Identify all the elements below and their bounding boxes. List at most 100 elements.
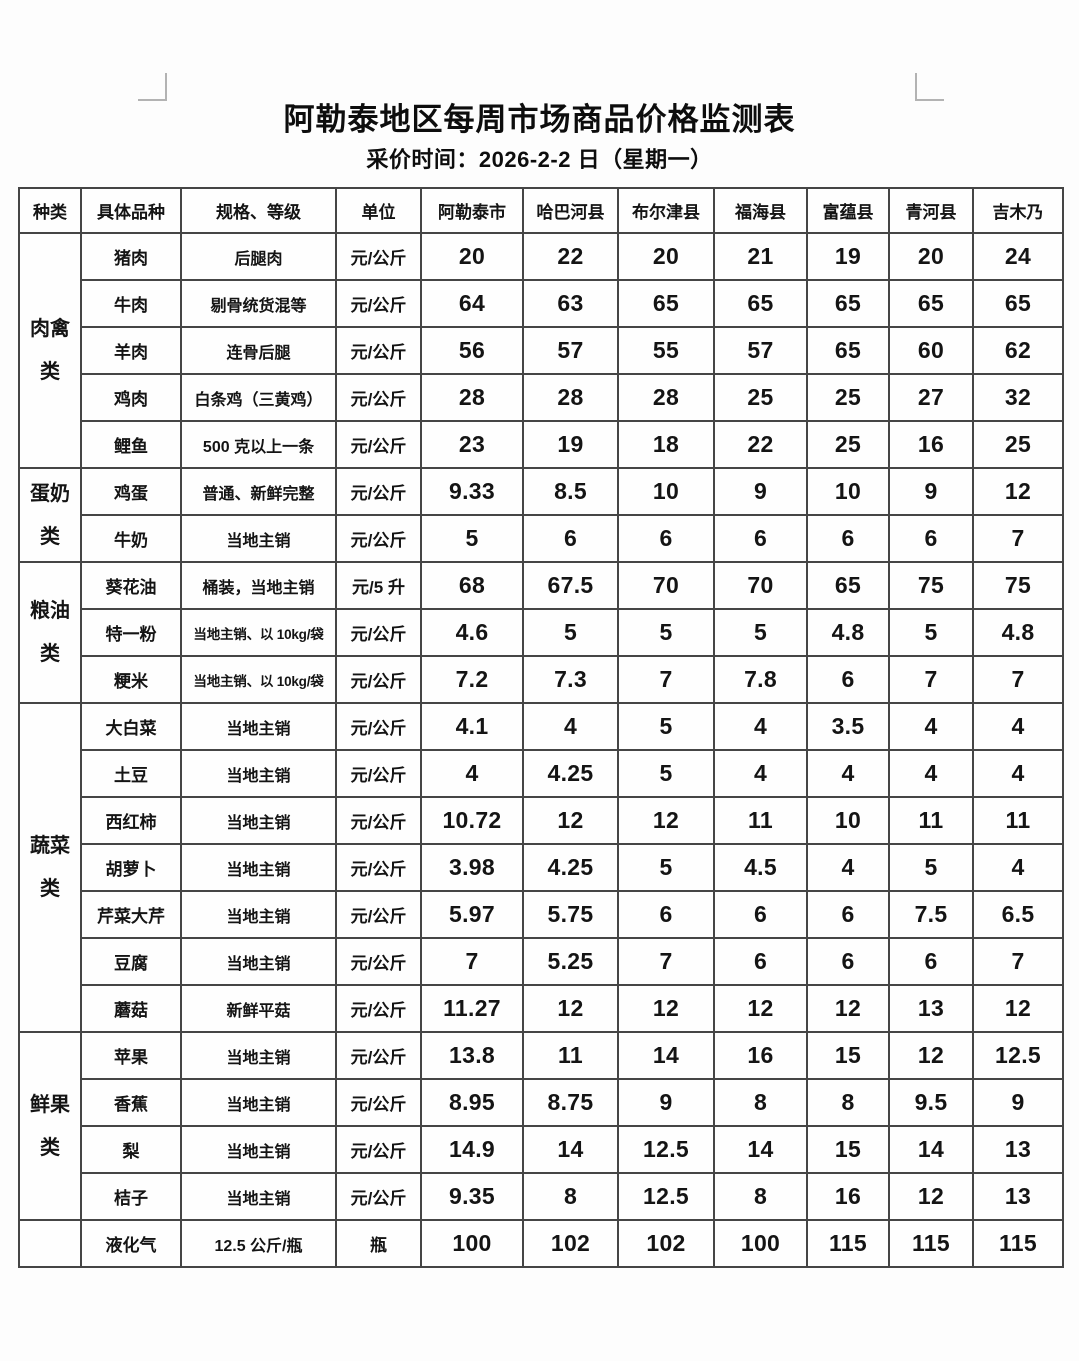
item-cell: 桔子: [80, 1172, 182, 1221]
table-body: 肉禽类猪肉 后腿肉 元/公斤 20 22 20 21 19 20 24 牛肉 剔骨统货混等 元/公斤 64…: [18, 232, 1064, 1268]
survey-date-subtitle: 采价时间：2026-2-2 日（星期一）: [366, 147, 713, 172]
item-cell: 猪肉: [80, 232, 182, 281]
unit-cell: 元/公斤: [335, 326, 422, 375]
price-cell: 12: [806, 984, 890, 1033]
price-cell: 10: [806, 467, 890, 516]
price-cell: 68: [420, 561, 524, 610]
price-cell: 65: [888, 279, 974, 328]
price-cell: 4.25: [522, 843, 619, 892]
spec-cell: 当地主销: [180, 1031, 337, 1080]
price-cell: 24: [972, 232, 1064, 281]
price-cell: 65: [806, 326, 890, 375]
price-cell: 4.8: [806, 608, 890, 657]
column-header: 阿勒泰市: [420, 187, 524, 234]
price-cell: 23: [420, 420, 524, 469]
price-cell: 6: [888, 937, 974, 986]
spec-cell: 当地主销: [180, 702, 337, 751]
price-cell: 3.5: [806, 702, 890, 751]
price-cell: 25: [806, 373, 890, 422]
price-cell: 9: [972, 1078, 1064, 1127]
price-cell: 102: [617, 1219, 715, 1268]
price-cell: 12.5: [972, 1031, 1064, 1080]
price-cell: 28: [522, 373, 619, 422]
category-cell: 肉禽类: [18, 232, 82, 469]
spec-cell: 12.5 公斤/瓶: [180, 1219, 337, 1268]
table-row: 土豆 当地主销 元/公斤 4 4.25 5 4 4 4 4: [19, 749, 1064, 798]
price-cell: 4.6: [420, 608, 524, 657]
unit-cell: 元/公斤: [335, 1125, 422, 1174]
price-cell: 12.5: [617, 1125, 715, 1174]
unit-cell: 元/公斤: [335, 702, 422, 751]
price-cell: 13: [972, 1125, 1064, 1174]
price-cell: 6: [713, 890, 808, 939]
unit-cell: 元/公斤: [335, 373, 422, 422]
price-cell: 8.95: [420, 1078, 524, 1127]
price-cell: 16: [806, 1172, 890, 1221]
price-cell: 7: [972, 514, 1064, 563]
item-cell: 梨: [80, 1125, 182, 1174]
spec-cell: 当地主销: [180, 937, 337, 986]
table-row: 梨当地主销 元/公斤 14.9 14 12.5 14 15 14 13: [19, 1125, 1064, 1174]
price-cell: 65: [617, 279, 715, 328]
price-cell: 4: [972, 749, 1064, 798]
price-cell: 5: [420, 514, 524, 563]
table-row: 特一粉 当地主销、以 10kg/袋 元/公斤 4.6 5 5 5 4.8 5 4.8: [19, 608, 1064, 657]
price-cell: 60: [888, 326, 974, 375]
price-cell: 7: [617, 937, 715, 986]
table-row: 胡萝卜 当地主销 元/公斤 3.98 4.25 5 4.5 4 5 4: [19, 843, 1064, 892]
unit-cell: 元/公斤: [335, 1078, 422, 1127]
column-header: 布尔津县: [617, 187, 715, 234]
price-cell: 102: [522, 1219, 619, 1268]
unit-cell: 元/公斤: [335, 796, 422, 845]
price-cell: 100: [713, 1219, 808, 1268]
category-label: 肉禽类: [30, 318, 70, 383]
price-cell: 65: [806, 279, 890, 328]
unit-cell: 元/5 升: [335, 561, 422, 610]
price-cell: 65: [972, 279, 1064, 328]
table-row: 羊肉 连骨后腿 元/公斤 56 57 55 57 65 60 62: [19, 326, 1064, 375]
price-cell: 57: [713, 326, 808, 375]
spec-cell: 当地主销: [180, 1172, 337, 1221]
item-cell: 粳米: [80, 655, 182, 704]
unit-cell: 元/公斤: [335, 843, 422, 892]
column-header: 吉木乃: [972, 187, 1064, 234]
page-title: 阿勒泰地区每周市场商品价格监测表: [283, 102, 796, 137]
price-cell: 9: [617, 1078, 715, 1127]
spec-cell: 当地主销: [180, 1125, 337, 1174]
price-cell: 9.5: [888, 1078, 974, 1127]
spec-cell: 普通、新鲜完整: [180, 467, 337, 516]
price-cell: 19: [522, 420, 619, 469]
price-cell: 6: [617, 514, 715, 563]
price-cell: 5: [617, 749, 715, 798]
price-cell: 10: [806, 796, 890, 845]
price-cell: 28: [420, 373, 524, 422]
price-cell: 6: [806, 655, 890, 704]
price-cell: 3.98: [420, 843, 524, 892]
price-cell: 4.1: [420, 702, 524, 751]
price-cell: 25: [713, 373, 808, 422]
item-cell: 西红柿: [80, 796, 182, 845]
price-cell: 4: [522, 702, 619, 751]
spec-cell: 剔骨统货混等: [180, 279, 337, 328]
unit-cell: 元/公斤: [335, 279, 422, 328]
price-cell: 6: [806, 937, 890, 986]
column-header: 富蕴县: [806, 187, 890, 234]
price-cell: 6: [713, 937, 808, 986]
price-cell: 4.5: [713, 843, 808, 892]
table-row: 粮油类葵花油 桶装，当地主销 元/5 升 68 67.5 70 70 65 75 75: [18, 561, 1064, 704]
price-cell: 8: [522, 1172, 619, 1221]
price-cell: 13.8: [420, 1031, 524, 1080]
price-cell: 62: [972, 326, 1064, 375]
spec-cell: 当地主销: [180, 1078, 337, 1127]
unit-cell: 元/公斤: [335, 467, 422, 516]
price-cell: 15: [806, 1125, 890, 1174]
price-cell: 8: [713, 1078, 808, 1127]
item-cell: 葵花油: [80, 561, 182, 610]
table-row: 芹菜大芹 当地主销 元/公斤 5.97 5.75 6 6 6 7.5 6.5: [19, 890, 1064, 939]
price-cell: 9.35: [420, 1172, 524, 1221]
item-cell: 芹菜大芹: [80, 890, 182, 939]
price-cell: 16: [888, 420, 974, 469]
spec-cell: 当地主销、以 10kg/袋: [180, 608, 337, 657]
category-label: 蛋奶类: [30, 482, 70, 548]
item-cell: 豆腐: [80, 937, 182, 986]
